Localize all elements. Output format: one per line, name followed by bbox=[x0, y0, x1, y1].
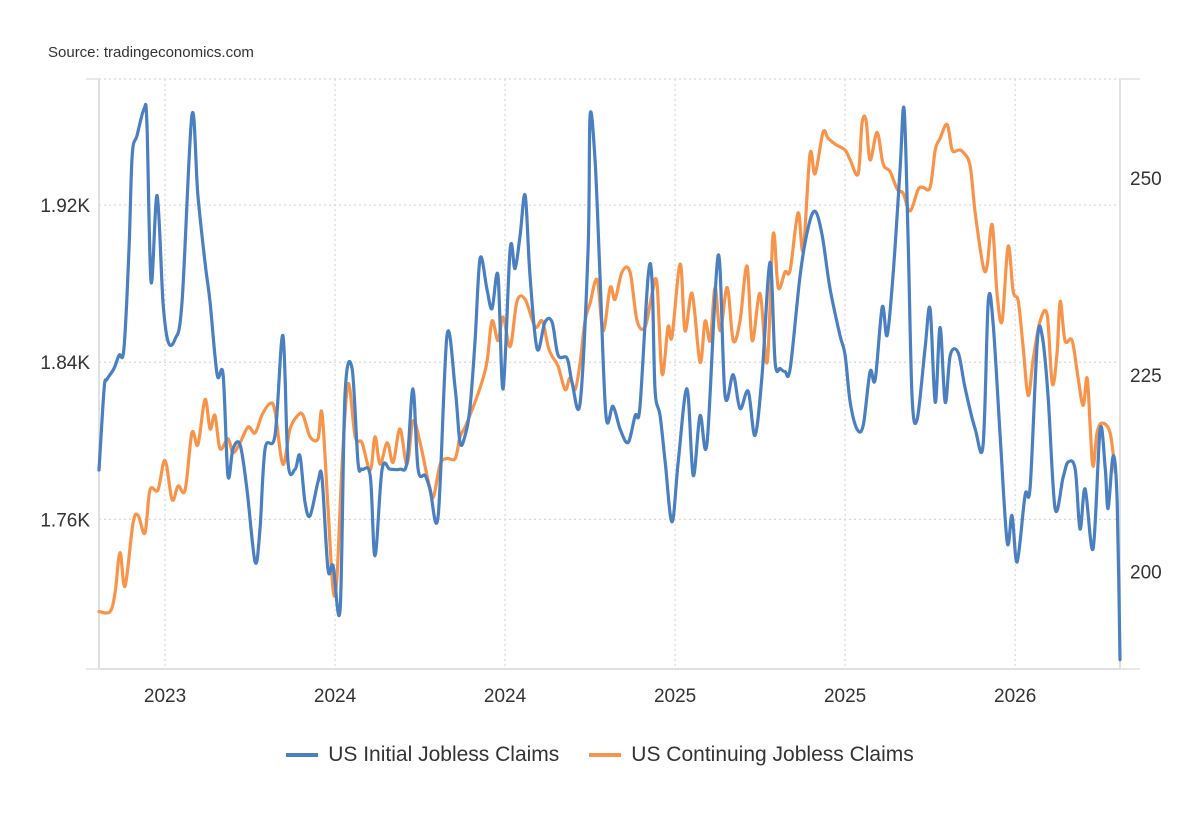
series-lines bbox=[97, 102, 1122, 662]
x-tick-label: 2024 bbox=[314, 686, 357, 707]
y-left-tick-label: 1.76K bbox=[40, 510, 90, 531]
legend-swatch-initial bbox=[286, 753, 319, 757]
legend-swatch-continuing bbox=[589, 753, 622, 757]
y-right-tick-label: 250 bbox=[1130, 169, 1162, 190]
x-tick-label: 2026 bbox=[994, 686, 1036, 707]
y-left-tick-label: 1.84K bbox=[40, 353, 90, 374]
x-tick-label: 2025 bbox=[654, 686, 696, 707]
legend-label-continuing: US Continuing Jobless Claims bbox=[631, 743, 914, 766]
legend-label-initial: US Initial Jobless Claims bbox=[328, 743, 560, 766]
tick-labels: 1.76K 1.84K 1.92K 200 225 250 2023 2024 2024 2025… bbox=[40, 169, 1161, 707]
y-right-tick-label: 200 bbox=[1130, 562, 1162, 583]
x-tick-label: 2024 bbox=[484, 686, 527, 707]
x-tick-label: 2023 bbox=[144, 686, 186, 707]
legend-item-initial-claims[interactable]: US Initial Jobless Claims bbox=[286, 743, 559, 767]
axes bbox=[86, 78, 1140, 670]
y-left-tick-label: 1.92K bbox=[40, 196, 90, 217]
x-tick-label: 2025 bbox=[824, 686, 866, 707]
source-attribution: Source: tradingeconomics.com bbox=[48, 44, 254, 61]
y-right-tick-label: 225 bbox=[1130, 366, 1162, 387]
gridlines bbox=[99, 78, 1120, 669]
legend-item-continuing-claims[interactable]: US Continuing Jobless Claims bbox=[589, 743, 914, 767]
legend: US Initial Jobless Claims US Continuing … bbox=[0, 743, 1200, 767]
series-line-continuing-claims bbox=[97, 114, 1117, 615]
series-line-initial-claims bbox=[97, 102, 1122, 662]
